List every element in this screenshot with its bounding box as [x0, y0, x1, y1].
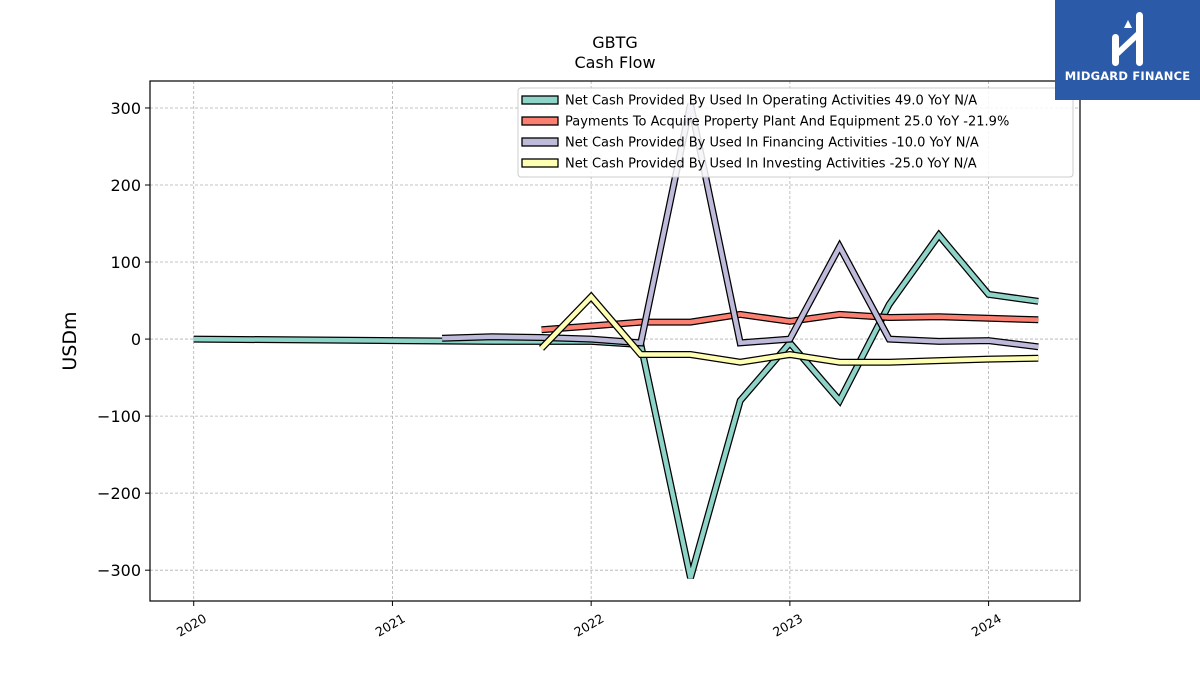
y-tick-label: −300	[97, 561, 141, 580]
plot-frame	[149, 80, 1081, 602]
series-path	[442, 103, 1039, 350]
y-tick-label: 100	[110, 253, 141, 272]
series-path	[193, 231, 1039, 579]
logo-text: MIDGARD FINANCE	[1064, 69, 1191, 83]
series-path	[541, 312, 1039, 333]
legend: Net Cash Provided By Used In Operating A…	[517, 87, 1074, 178]
y-tick-label: −200	[97, 484, 141, 503]
chart-title: GBTG	[592, 33, 638, 52]
y-tick-label: 300	[110, 99, 141, 118]
legend-label: Net Cash Provided By Used In Operating A…	[565, 94, 977, 109]
series-1-line	[193, 229, 1039, 579]
midgard-finance-logo: MIDGARD FINANCE	[1055, 0, 1200, 100]
series-2-line	[541, 310, 1039, 334]
legend-swatch	[521, 95, 559, 105]
legend-box	[517, 87, 1074, 178]
midgard-logo-icon	[1112, 12, 1143, 66]
series-outline	[193, 229, 1039, 579]
y-tick-label: 200	[110, 176, 141, 195]
legend-swatch	[521, 116, 559, 126]
y-tick-label: 0	[131, 330, 141, 349]
axis-ticks: 2020 2021 2022 2023 2024 −300 −200 −100 0 100 200 3…	[97, 99, 1004, 640]
legend-label: Net Cash Provided By Used In Investing A…	[565, 157, 977, 172]
y-axis-label: USDm	[59, 311, 81, 370]
legend-label: Net Cash Provided By Used In Financing A…	[565, 136, 979, 151]
x-tick-label: 2021	[373, 611, 408, 640]
chart-subtitle: Cash Flow	[574, 53, 655, 72]
x-tick-label: 2024	[969, 611, 1004, 640]
y-tick-label: −100	[97, 407, 141, 426]
x-tick-label: 2020	[174, 611, 209, 640]
legend-swatch	[521, 137, 559, 147]
x-tick-label: 2022	[571, 611, 606, 640]
legend-swatch	[521, 158, 559, 168]
series-4-line	[538, 291, 1039, 366]
series-lines	[193, 103, 1039, 579]
series-3-line	[441, 103, 1039, 351]
series-path	[539, 293, 1039, 365]
x-tick-label: 2023	[770, 611, 805, 640]
legend-label: Payments To Acquire Property Plant And E…	[565, 115, 1009, 130]
